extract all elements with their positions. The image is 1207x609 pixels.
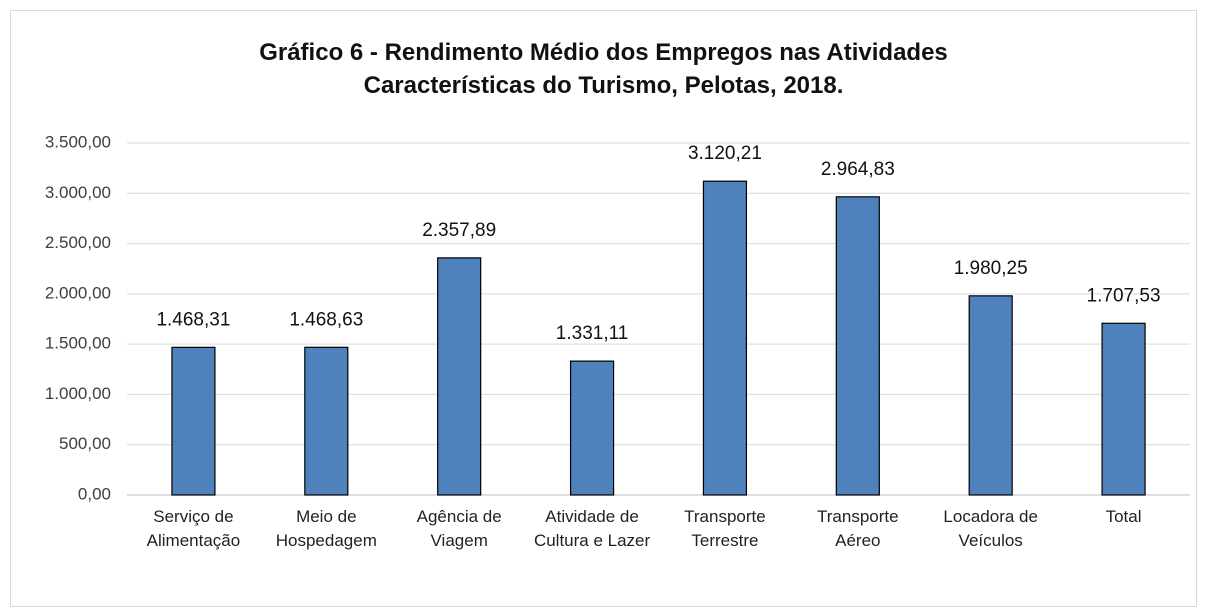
bar	[968, 295, 1013, 496]
bar	[1101, 322, 1146, 496]
y-tick-label: 500,00	[59, 434, 111, 453]
x-tick-label: Transporte Aéreo	[817, 507, 899, 550]
y-tick-label: 1.000,00	[45, 384, 111, 403]
chart-title: Gráfico 6 - Rendimento Médio dos Emprego…	[259, 39, 948, 99]
x-tick-label: Atividade de Cultura e Lazer	[533, 507, 651, 550]
data-label: 1.331,11	[556, 323, 629, 344]
x-tick-label: Meio de Hospedagem	[275, 507, 377, 550]
y-tick-label: 0,00	[78, 484, 111, 503]
data-label: 1.980,25	[954, 258, 1028, 279]
bar	[702, 180, 748, 496]
data-label: 2.964,83	[821, 159, 895, 180]
title-box: Gráfico 6 - Rendimento Médio dos Emprego…	[0, 36, 1207, 102]
x-tick-label: Serviço de Alimentação	[146, 507, 241, 550]
bar	[304, 346, 349, 496]
y-tick-label: 2.000,00	[45, 283, 111, 302]
bar	[437, 257, 482, 496]
y-tick-label: 2.500,00	[45, 233, 111, 252]
y-tick-label: 3.000,00	[45, 183, 111, 202]
data-label: 1.468,63	[289, 309, 363, 330]
x-tick-label: Transporte Terrestre	[684, 507, 766, 550]
data-label: 1.468,31	[156, 309, 230, 330]
data-label: 3.120,21	[688, 143, 762, 164]
bar	[171, 346, 216, 496]
y-tick-label: 3.500,00	[45, 132, 111, 151]
x-tick-label: Total	[1105, 507, 1142, 526]
y-tick-label: 1.500,00	[45, 334, 111, 353]
data-label: 2.357,89	[422, 220, 496, 241]
data-label: 1.707,53	[1087, 285, 1161, 306]
x-tick-label: Agência de Viagem	[416, 507, 502, 550]
bar	[569, 360, 615, 496]
x-tick-label: Locadora de Veículos	[943, 507, 1038, 550]
bar	[835, 196, 880, 496]
chart-border	[10, 10, 1197, 607]
